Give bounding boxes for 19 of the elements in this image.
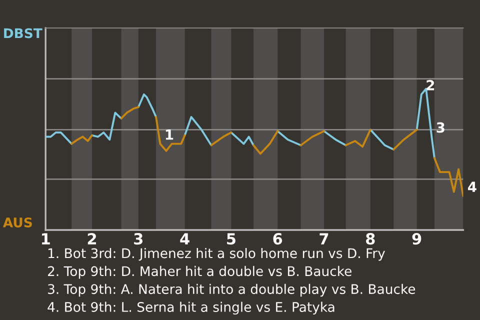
x-tick-label: 1 — [42, 233, 50, 244]
annotation: 2 — [426, 80, 434, 90]
x-tick-label: 9 — [412, 233, 422, 245]
text: AUS — [2, 217, 32, 228]
x-tick-label: 8 — [366, 233, 375, 245]
x-tick-label: 5 — [227, 233, 236, 245]
annotation: 4 — [468, 182, 476, 192]
text: 3. Top 9th: A. Natera hit into a double play vs B. Baucke — [48, 284, 416, 297]
text: 2. Top 9th: D. Maher hit a double vs B. Baucke — [48, 266, 352, 279]
annotation: 3 — [436, 122, 444, 133]
annotation: 1 — [166, 130, 174, 140]
x-tick-label: 2 — [88, 233, 96, 244]
text: 1. Bot 3rd: D. Jimenez hit a solo home run vs D. Fry — [48, 248, 385, 261]
text: 4. Bot 9th: L. Serna hit a single vs E. Patyka — [48, 302, 334, 315]
x-tick-label: 4 — [180, 233, 190, 244]
x-tick-label: 7 — [320, 233, 328, 244]
text: DBST — [4, 28, 42, 38]
x-tick-label: 3 — [134, 233, 142, 245]
x-tick-label: 6 — [273, 233, 282, 245]
